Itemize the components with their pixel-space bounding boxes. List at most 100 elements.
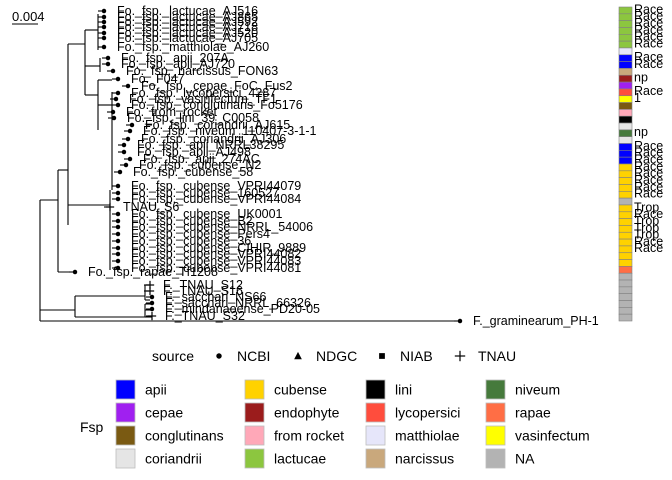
tip-label: Fo._fsp._cubense_Pers4	[131, 227, 270, 241]
tip-marker	[115, 251, 121, 257]
tip-marker	[101, 24, 107, 30]
source-legend-marker	[294, 351, 302, 360]
tip-label: Fo._fsp._apii_207A	[121, 51, 229, 65]
strip-label: Race	[634, 159, 663, 173]
fsp-strip-cell	[618, 129, 633, 137]
tip-label: Fo._fsp._rapae_Tf1208	[88, 265, 218, 279]
strip-label: Race	[634, 23, 663, 37]
fsp-legend-label: vasinfectum	[515, 428, 590, 444]
tip-marker	[121, 142, 127, 148]
fsp-legend-swatch	[115, 425, 136, 446]
tip-marker	[101, 8, 107, 14]
strip-label: np	[634, 71, 648, 85]
tip-label: Fo._fsp._niveum_110407-3-1-1	[143, 124, 317, 138]
tip-marker	[105, 202, 115, 212]
fsp-legend-swatch	[485, 402, 506, 423]
tip-label: Fo._fsp._coriandrii_AJ615	[145, 118, 290, 132]
fsp-legend-swatch	[365, 448, 386, 469]
tip-label: Fo._fsp._cubense_CIHIR_9889	[131, 241, 306, 255]
fsp-strip-cell	[618, 252, 633, 260]
fsp-strip-cell	[618, 204, 633, 213]
fsp-strip-cell	[618, 27, 633, 35]
source-legend-label: NDGC	[316, 348, 357, 364]
fsp-strip-cell	[618, 61, 633, 69]
tip-marker	[115, 76, 121, 82]
fsp-strip-cell	[618, 81, 633, 90]
strip-label: np	[634, 125, 648, 139]
fsp-legend-swatch	[115, 402, 136, 423]
tip-marker	[129, 122, 135, 128]
tip-label: Fo._fsp._lycopersici_4287	[131, 86, 276, 100]
tip-marker	[110, 109, 116, 115]
tip-marker	[101, 44, 107, 50]
source-legend: source NCBI NDGC NIAB TNAU	[152, 348, 516, 364]
tip-label: Fo._fsp._cubense_NRRL_54006	[131, 220, 313, 234]
fsp-strip-cell	[618, 286, 633, 294]
tip-marker	[111, 115, 117, 121]
fsp-strip-cell	[618, 163, 633, 172]
tip-marker	[127, 128, 133, 134]
strip-label: Race	[634, 207, 663, 221]
tip-marker	[115, 102, 121, 108]
fsp-strip-cell	[618, 115, 633, 124]
fsp-strip-cell	[618, 13, 633, 21]
strip-label: Race	[634, 241, 663, 255]
tip-marker	[149, 306, 155, 312]
fsp-strip-cell	[618, 40, 633, 49]
tip-marker	[115, 90, 121, 96]
fsp-strip-cell	[618, 177, 633, 185]
strip-label: Race	[634, 234, 663, 248]
fsp-legend-swatch	[244, 425, 265, 446]
fsp-strip-cell	[618, 143, 633, 151]
strip-label: Race	[634, 50, 663, 64]
fsp-legend-swatch	[244, 402, 265, 423]
tip-marker	[125, 83, 131, 89]
tip-label: Fo._fsp._matthiolae_AJ260	[117, 40, 269, 54]
fsp-strip-cell	[618, 54, 633, 62]
fsp-legend-label: cepae	[145, 405, 183, 421]
tip-label: Fo._fsp._cubense_VPRI44079	[131, 179, 301, 193]
fsp-strip-cell	[618, 307, 633, 315]
fsp-legend-label: conglutinans	[145, 428, 224, 444]
tip-marker	[101, 35, 107, 41]
tip-label: F._sacchari_NS66	[165, 290, 266, 304]
tip-marker	[105, 61, 111, 67]
strip-label: Race	[634, 146, 663, 160]
fsp-legend-swatch	[485, 448, 506, 469]
fsp-legend-label: NA	[515, 451, 535, 467]
fsp-legend-label: lycopersici	[395, 405, 460, 421]
source-legend-label: NIAB	[400, 348, 433, 364]
tip-label: Fo._fsp._cubense_VPRI44082	[131, 247, 301, 261]
strip-label: Race	[634, 139, 663, 153]
tip-label: Fo._fsp._lactucae_AJ520	[117, 26, 258, 40]
tip-marker	[110, 68, 116, 74]
tip-label: F._TNAU_S32	[165, 309, 245, 323]
strip-label: Race	[634, 36, 663, 50]
tip-label: Fo._fsp._cubense_58	[133, 165, 253, 179]
fsp-legend-label: endophyte	[274, 405, 340, 421]
strip-label: Race	[634, 173, 663, 187]
fsp-strip-cell	[618, 225, 633, 233]
tip-marker	[127, 156, 133, 162]
fsp-strip-cell	[618, 74, 633, 83]
tip-label: Fo._fsp._lactucae_AJ592	[117, 15, 258, 29]
tip-marker	[105, 55, 111, 61]
tip-marker	[101, 19, 107, 25]
tip-marker	[149, 294, 155, 300]
tip-label: Fo._fsp._lactucae_AJ865	[117, 10, 258, 24]
tip-label: Fo._fsp._cubense_N2	[139, 158, 261, 172]
tip-marker	[149, 300, 155, 306]
tip-marker	[115, 238, 121, 244]
strip-label: Race	[634, 30, 663, 44]
tip-marker	[145, 286, 155, 296]
fsp-legend-swatch	[365, 402, 386, 423]
tip-marker	[115, 218, 121, 224]
fsp-legend-swatch	[365, 379, 386, 400]
tip-label: Fo._fsp._lactucae_AJ516	[117, 4, 258, 18]
fsp-legend-swatch	[485, 425, 506, 446]
tip-marker	[115, 196, 121, 202]
strip-label: Race	[634, 2, 663, 16]
tree-branches	[39, 14, 460, 322]
strip-label: Race	[634, 166, 663, 180]
fsp-legend-label: niveum	[515, 382, 560, 398]
